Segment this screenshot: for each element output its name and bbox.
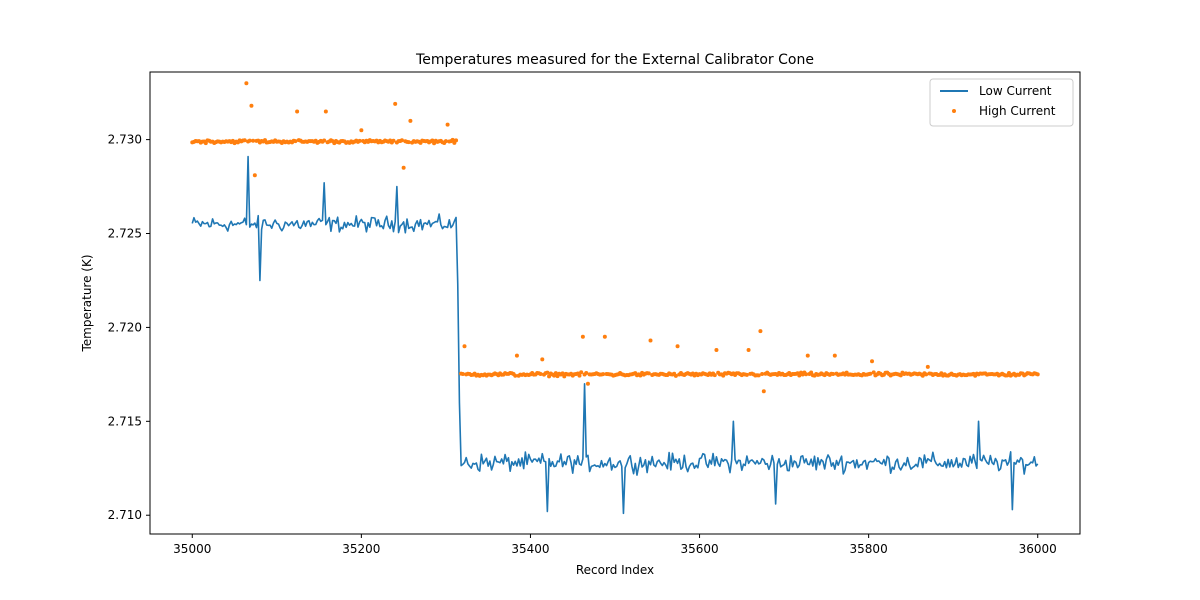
scatter-point	[1035, 372, 1040, 377]
scatter-point	[758, 329, 763, 334]
scatter-point	[925, 364, 930, 369]
plot-series	[190, 81, 1040, 515]
scatter-point	[648, 338, 653, 343]
scatter-point	[585, 381, 590, 386]
scatter-point	[924, 372, 929, 377]
scatter-point	[871, 370, 876, 375]
scatter-point	[646, 371, 651, 376]
scatter-point	[359, 128, 364, 133]
x-tick-label: 35800	[850, 542, 888, 556]
scatter-point	[540, 357, 545, 362]
legend-marker-high-current	[952, 109, 956, 113]
scatter-point	[831, 372, 836, 377]
y-axis: 2.710 2.715 2.720 2.725 2.730	[108, 133, 150, 522]
scatter-point	[460, 372, 465, 377]
scatter-point	[761, 389, 766, 394]
scatter-point	[538, 371, 543, 376]
scatter-point	[445, 122, 450, 127]
scatter-point	[756, 373, 761, 378]
y-tick-label: 2.715	[108, 414, 142, 428]
scatter-point	[577, 373, 582, 378]
scatter-point	[868, 371, 873, 376]
scatter-point	[399, 138, 404, 143]
scatter-point	[760, 371, 765, 376]
x-tick-label: 35400	[511, 542, 549, 556]
scatter-point	[401, 165, 406, 170]
scatter-point	[393, 101, 398, 106]
scatter-point	[357, 138, 362, 143]
scatter-point	[602, 334, 607, 339]
y-axis-label: Temperature (K)	[80, 254, 94, 352]
scatter-point	[673, 373, 678, 378]
plot-frame	[149, 71, 1081, 535]
y-tick-label: 2.725	[108, 227, 142, 241]
scatter-point	[249, 103, 254, 108]
x-tick-label: 35000	[173, 542, 211, 556]
scatter-point	[244, 81, 249, 86]
scatter-point	[408, 118, 413, 123]
scatter-point	[805, 353, 810, 358]
scatter-point	[406, 140, 411, 145]
scatter-point	[870, 359, 875, 364]
scatter-point	[251, 138, 256, 143]
series-points-high-current	[190, 81, 1040, 394]
y-tick-label: 2.730	[108, 133, 142, 147]
scatter-point	[514, 353, 519, 358]
scatter-point	[454, 138, 459, 143]
x-tick-label: 35600	[680, 542, 718, 556]
scatter-point	[580, 334, 585, 339]
x-axis-label: Record Index	[576, 563, 654, 577]
x-tick-label: 35200	[342, 542, 380, 556]
scatter-point	[712, 373, 717, 378]
scatter-point	[545, 370, 550, 375]
series-line-low-current	[191, 155, 1039, 515]
scatter-point	[247, 138, 252, 143]
scatter-point	[462, 344, 467, 349]
scatter-point	[513, 373, 518, 378]
scatter-point	[553, 371, 558, 376]
x-axis: 35000 35200 35400 35600 35800 36000	[173, 534, 1057, 556]
scatter-point	[601, 372, 606, 377]
scatter-point	[746, 347, 751, 352]
scatter-point	[450, 137, 455, 142]
scatter-point	[804, 372, 809, 377]
scatter-point	[295, 109, 300, 114]
legend: Low Current High Current	[929, 78, 1074, 127]
scatter-point	[560, 371, 565, 376]
y-tick-label: 2.710	[108, 508, 142, 522]
scatter-point	[323, 109, 328, 114]
scatter-point	[391, 138, 396, 143]
scatter-point	[252, 173, 257, 178]
x-tick-label: 36000	[1019, 542, 1057, 556]
scatter-point	[322, 138, 327, 143]
legend-label-high-current: High Current	[979, 104, 1056, 118]
scatter-point	[293, 139, 298, 144]
scatter-point	[797, 373, 802, 378]
scatter-point	[584, 371, 589, 376]
y-tick-label: 2.720	[108, 320, 142, 334]
scatter-point	[832, 353, 837, 358]
legend-label-low-current: Low Current	[979, 84, 1052, 98]
scatter-point	[744, 372, 749, 377]
chart-title: Temperatures measured for the External C…	[415, 52, 814, 68]
scatter-point	[714, 347, 719, 352]
scatter-point	[242, 138, 247, 143]
scatter-point	[443, 139, 448, 144]
scatter-point	[675, 344, 680, 349]
scatter-point	[579, 370, 584, 375]
